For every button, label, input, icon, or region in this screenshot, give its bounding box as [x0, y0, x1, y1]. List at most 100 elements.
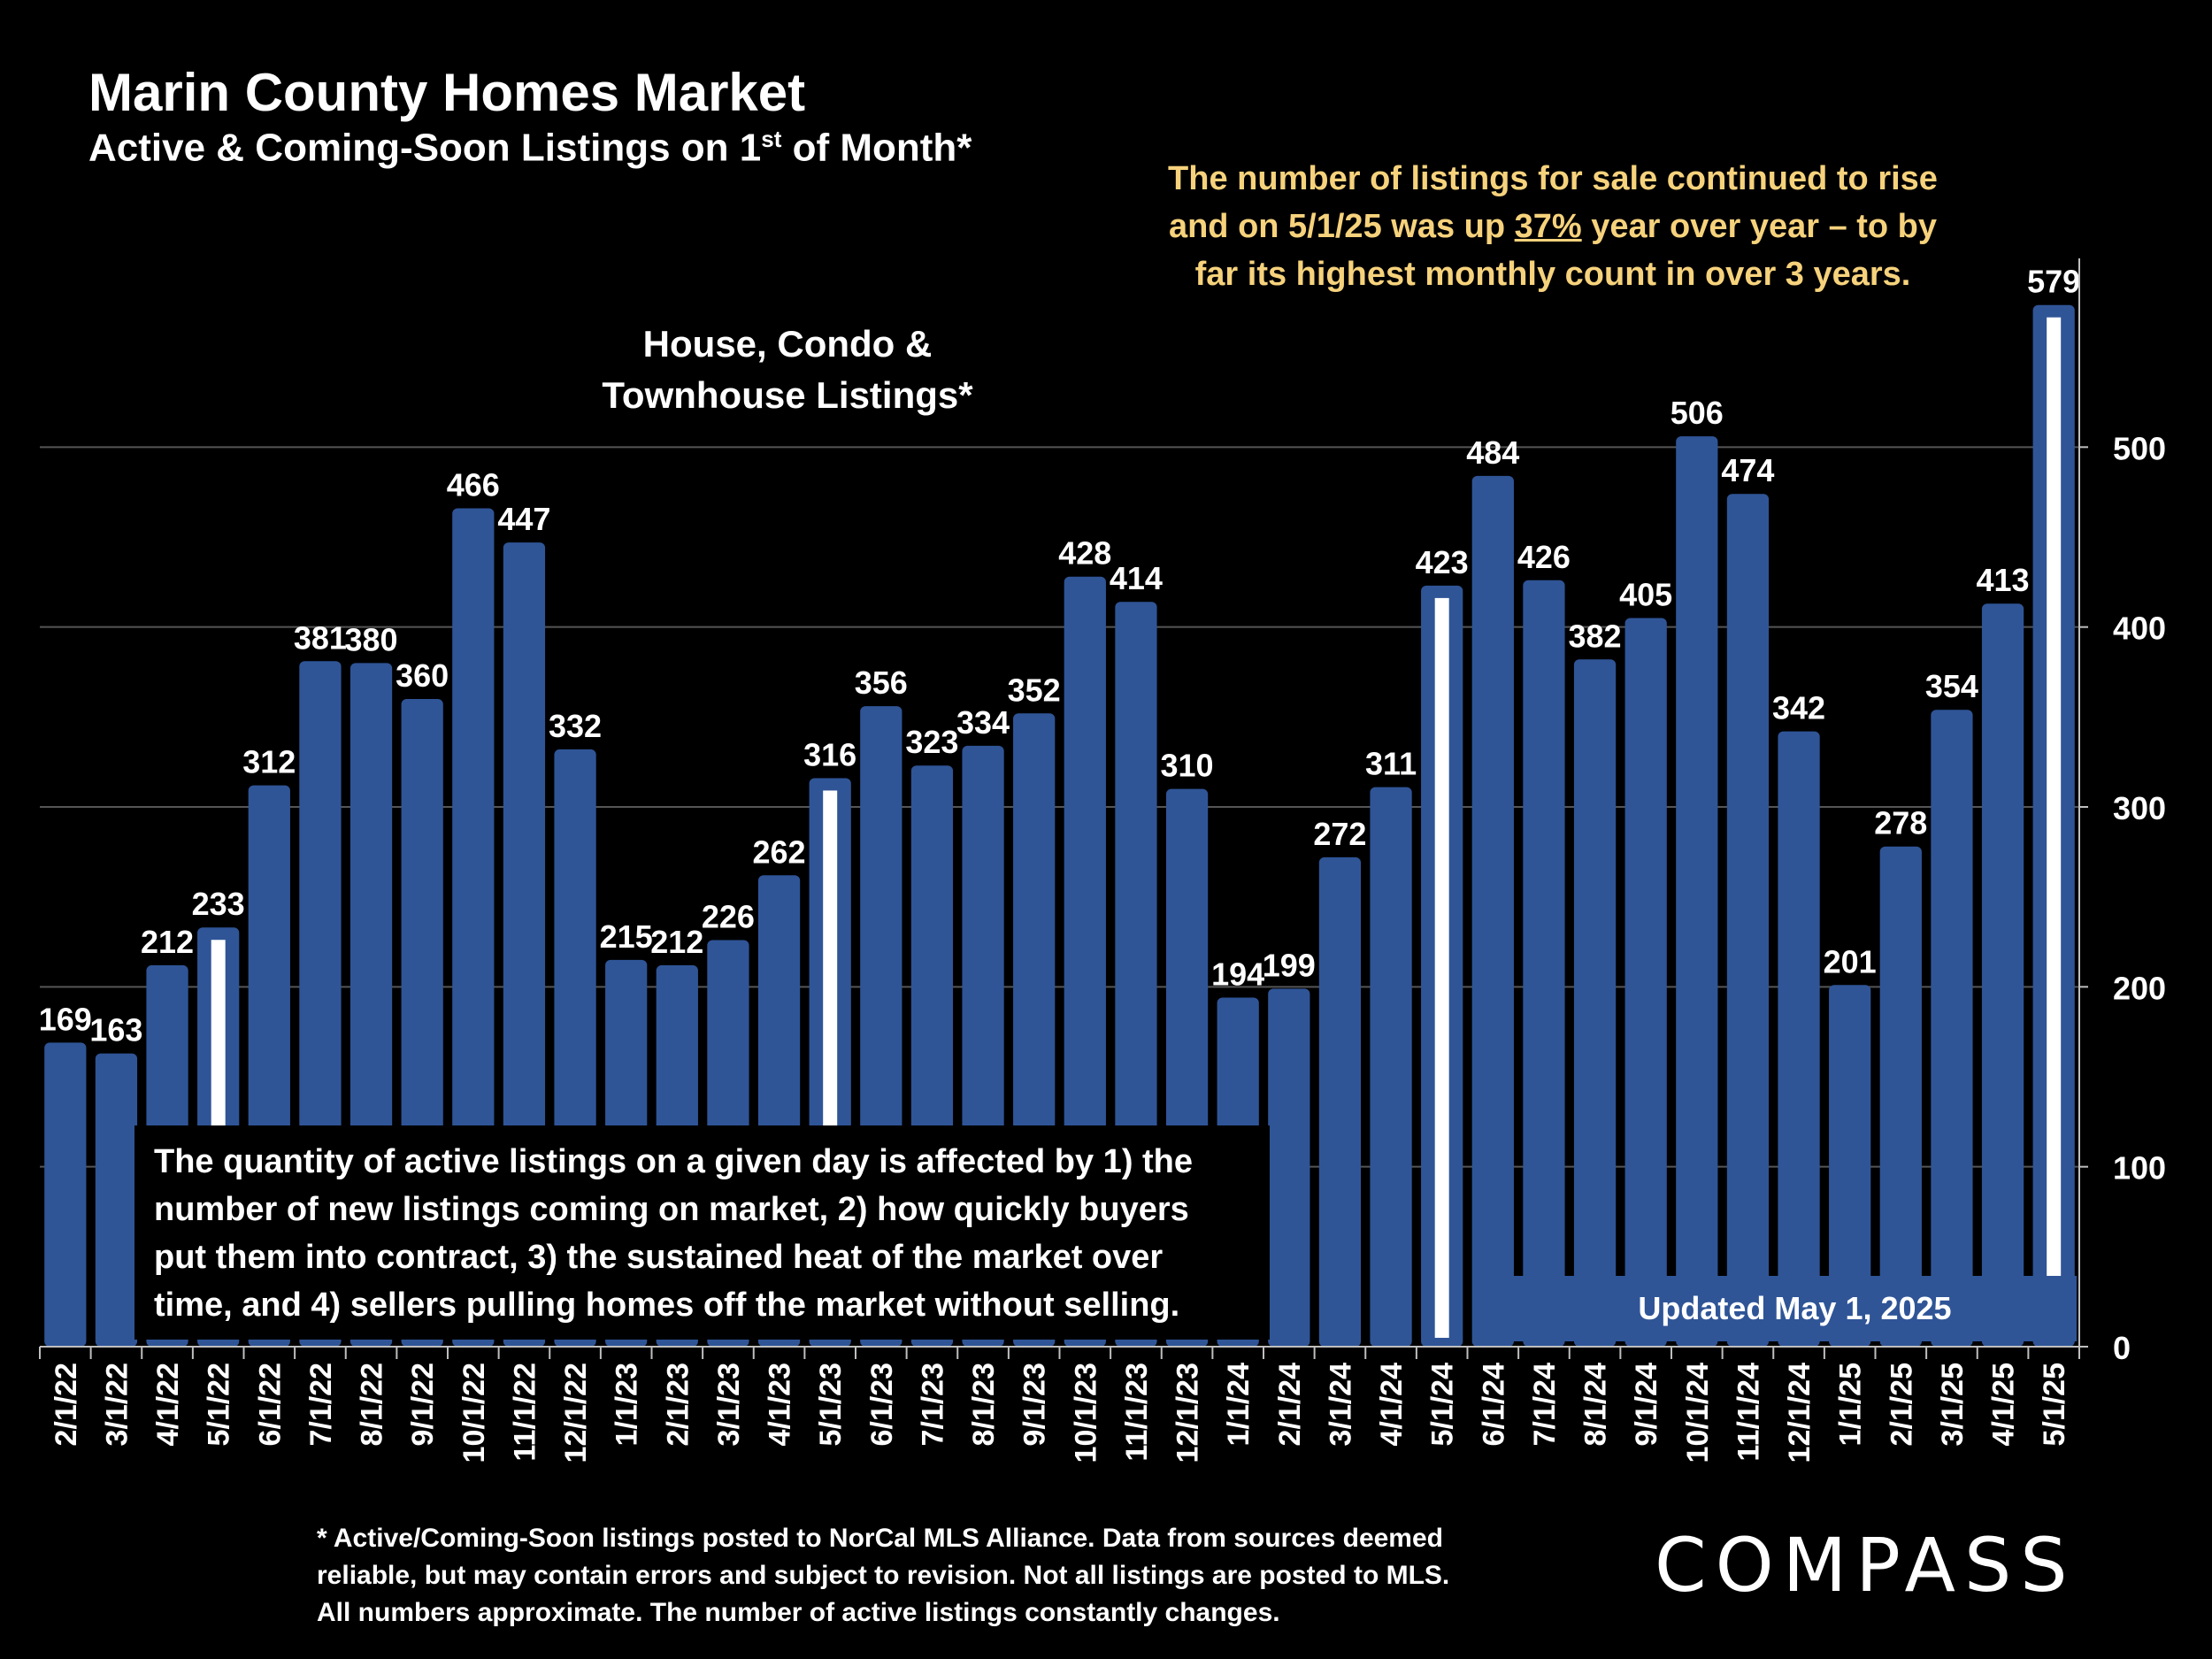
y-tick-label: 400 [2113, 611, 2166, 647]
x-axis-ticks: 2/1/22 3/1/22 4/1/22 5/1/22 6/1/22 7/1/22 8/1/… [39, 1346, 2080, 1463]
y-tick-label: 200 [2113, 970, 2166, 1006]
x-tick-label: 4/1/22 [151, 1363, 185, 1447]
bar [1318, 856, 1362, 1347]
bar-value-label: 272 [1313, 816, 1366, 852]
x-tick-label: 2/1/24 [1273, 1363, 1307, 1447]
bar [1981, 603, 2024, 1347]
y-axis-ticks: 0 100 200 300 400 500 [2078, 258, 2166, 1366]
bar-value-label: 169 [39, 1001, 92, 1037]
bar [1778, 731, 1820, 1347]
bar [1370, 787, 1412, 1347]
series-label: House, Condo & Townhouse Listings* [602, 323, 973, 416]
x-tick-label: 3/1/23 [712, 1363, 746, 1447]
bar-value-label: 484 [1466, 434, 1519, 471]
bar-value-label: 199 [1263, 947, 1316, 983]
x-tick-label: 9/1/24 [1630, 1363, 1663, 1447]
bar-value-label: 413 [1977, 562, 2030, 598]
bar-value-label: 423 [1416, 544, 1469, 580]
x-tick-label: 5/1/24 [1426, 1363, 1460, 1447]
x-tick-label: 12/1/24 [1783, 1363, 1816, 1463]
y-tick-label: 500 [2113, 430, 2166, 466]
bar [1931, 710, 1973, 1347]
compass-logo: COMPASS [1655, 1522, 2077, 1609]
bar-value-label: 316 [803, 736, 856, 772]
footnote: * Active/Coming-Soon listings posted to … [317, 1524, 1450, 1627]
y-tick-label: 300 [2113, 790, 2166, 826]
x-tick-label: 11/1/22 [508, 1363, 541, 1462]
bar-value-label: 506 [1671, 395, 1724, 431]
x-tick-label: 1/1/25 [1834, 1363, 1868, 1447]
x-tick-label: 9/1/22 [406, 1363, 440, 1447]
value-labels: 1691632122333123813803604664473322152122… [39, 264, 2080, 1048]
bar-value-label: 428 [1058, 535, 1111, 572]
x-tick-label: 12/1/23 [1171, 1363, 1205, 1463]
bar-value-label: 163 [89, 1012, 142, 1048]
x-tick-label: 11/1/24 [1732, 1363, 1765, 1462]
bar [1726, 494, 1770, 1347]
x-tick-label: 1/1/23 [611, 1363, 644, 1447]
x-tick-label: 7/1/23 [916, 1363, 949, 1447]
x-tick-label: 7/1/24 [1528, 1363, 1562, 1447]
x-tick-label: 2/1/25 [1885, 1363, 1918, 1447]
bar [1268, 988, 1310, 1347]
updated-badge: Updated May 1, 2025 [1513, 1276, 2077, 1341]
x-tick-label: 4/1/24 [1375, 1363, 1409, 1447]
bar-value-label: 212 [141, 924, 194, 960]
x-tick-label: 2/1/22 [50, 1363, 83, 1447]
bar-value-label: 310 [1161, 748, 1214, 784]
bar [1523, 580, 1565, 1347]
x-tick-label: 10/1/22 [457, 1363, 491, 1463]
x-tick-label: 3/1/25 [1936, 1363, 1970, 1447]
bar [95, 1053, 138, 1347]
bar-value-label: 332 [549, 708, 602, 744]
bar-value-label: 262 [753, 833, 806, 870]
bar-value-label: 215 [600, 918, 653, 955]
x-tick-label: 4/1/23 [764, 1363, 797, 1447]
x-tick-label: 10/1/24 [1681, 1363, 1715, 1463]
bar-value-label: 405 [1619, 577, 1672, 613]
x-tick-label: 2/1/23 [661, 1363, 695, 1447]
x-tick-label: 6/1/24 [1477, 1363, 1510, 1447]
bar-value-label: 414 [1110, 560, 1163, 596]
x-tick-label: 8/1/22 [356, 1363, 389, 1447]
bar [1471, 475, 1514, 1347]
bar-value-label: 212 [650, 924, 703, 960]
bar-value-label: 278 [1874, 805, 1927, 841]
bar-value-label: 356 [855, 664, 908, 701]
bar-value-label: 579 [2027, 264, 2080, 300]
bar-value-label: 226 [702, 898, 755, 934]
bar-value-label: 233 [192, 886, 245, 922]
bar-value-label: 323 [905, 724, 958, 760]
x-tick-label: 5/1/23 [814, 1363, 848, 1447]
x-tick-label: 12/1/22 [559, 1363, 593, 1463]
x-tick-label: 10/1/23 [1069, 1363, 1102, 1463]
x-tick-label: 5/1/22 [203, 1363, 236, 1447]
bar-value-label: 381 [294, 619, 347, 656]
x-tick-label: 1/1/24 [1222, 1363, 1256, 1447]
bar-value-label: 312 [242, 744, 296, 780]
bar-value-label: 447 [497, 501, 550, 537]
info-box: The quantity of active listings on a giv… [134, 1125, 1270, 1340]
bar [1676, 436, 1718, 1348]
x-tick-label: 3/1/22 [100, 1363, 134, 1447]
bar-value-label: 360 [396, 657, 449, 694]
x-tick-label: 11/1/23 [1120, 1363, 1154, 1462]
bar-value-label: 426 [1517, 539, 1571, 575]
bar [1829, 985, 1871, 1347]
bar [44, 1042, 87, 1347]
bar-value-label: 311 [1365, 746, 1417, 782]
bar-value-label: 382 [1569, 618, 1622, 654]
x-tick-label: 6/1/23 [865, 1363, 899, 1447]
x-tick-label: 6/1/22 [253, 1363, 287, 1447]
bar [1879, 846, 1922, 1347]
bar-value-label: 334 [956, 704, 1010, 741]
chart-subtitle: Active & Coming-Soon Listings on 1st of … [88, 126, 972, 170]
y-tick-label: 0 [2113, 1330, 2131, 1366]
bar-value-label: 201 [1824, 943, 1877, 979]
x-tick-label: 4/1/25 [1987, 1363, 2021, 1447]
bar-value-label: 342 [1772, 690, 1825, 726]
bar-value-label: 466 [447, 466, 500, 503]
x-tick-label: 9/1/23 [1018, 1363, 1052, 1447]
bar-value-label: 380 [345, 621, 398, 657]
chart-title: Marin County Homes Market [88, 63, 806, 122]
